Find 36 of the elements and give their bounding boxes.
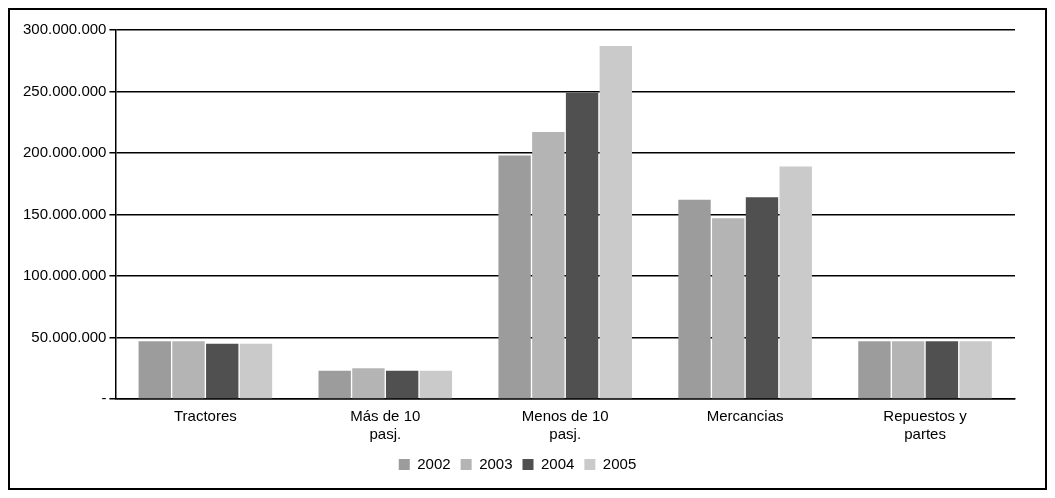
- bar: [206, 343, 239, 399]
- y-tick-label: 250.000.000: [22, 81, 107, 99]
- legend-label: 2002: [417, 454, 451, 472]
- bar: [318, 370, 351, 399]
- bar: [498, 155, 531, 399]
- legend-label: 2005: [602, 454, 637, 472]
- legend-label: 2004: [541, 454, 575, 472]
- y-tick-label: 300.000.000: [22, 20, 107, 38]
- bar: [385, 370, 419, 399]
- bar: [532, 132, 565, 399]
- bar: [172, 341, 205, 399]
- bar: [959, 341, 992, 399]
- bar: [239, 343, 273, 399]
- legend-label: 2003: [479, 454, 513, 472]
- x-tick-label: Repuestos y partes: [883, 407, 968, 443]
- bar: [745, 197, 779, 399]
- y-tick-label: 100.000.000: [22, 266, 107, 284]
- x-tick-label: Tractores: [173, 407, 237, 425]
- x-tick-label: Más de 10 pasj.: [350, 407, 421, 443]
- y-tick-label: 50.000.000: [31, 327, 107, 345]
- bar: [712, 218, 745, 399]
- x-tick-label: Menos de 10 pasj.: [521, 407, 609, 443]
- bar: [891, 341, 925, 399]
- bar: [599, 45, 632, 399]
- x-tick-label: Mercancias: [706, 407, 784, 425]
- bar: [352, 368, 385, 399]
- bar: [925, 341, 959, 399]
- y-tick-label: 150.000.000: [22, 204, 107, 222]
- bar: [779, 166, 812, 399]
- bar: [565, 92, 599, 399]
- y-tick-label: 200.000.000: [22, 143, 107, 161]
- bar: [858, 341, 891, 399]
- bar: [419, 370, 453, 399]
- bar: [678, 199, 711, 399]
- y-tick-label: -: [101, 389, 107, 407]
- bar: [138, 341, 171, 399]
